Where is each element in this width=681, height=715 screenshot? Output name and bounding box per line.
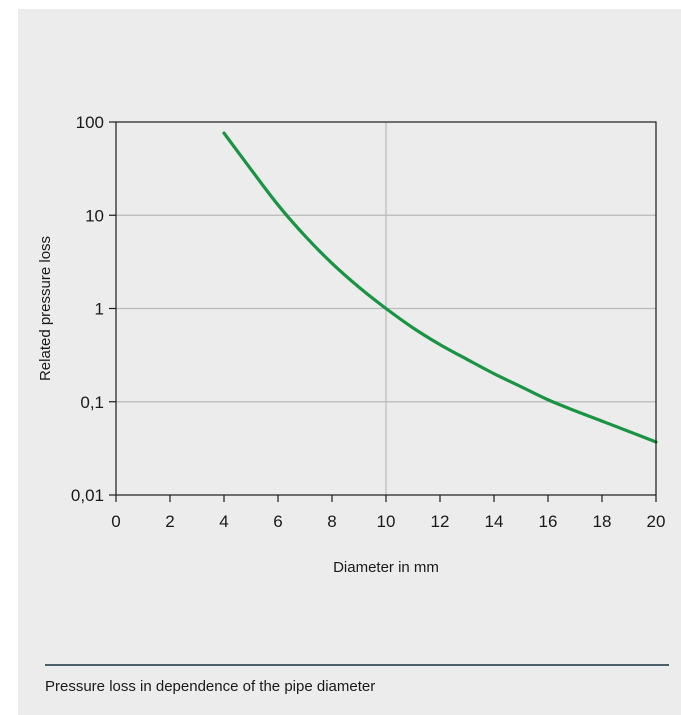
x-tick-label-6: 12: [431, 512, 450, 531]
x-tick-label-8: 16: [539, 512, 558, 531]
x-tick-label-0: 0: [111, 512, 120, 531]
x-tick-label-9: 18: [593, 512, 612, 531]
y-tick-label-0: 0,01: [71, 486, 104, 505]
x-tick-label-1: 2: [165, 512, 174, 531]
figure-caption: Pressure loss in dependence of the pipe …: [45, 678, 376, 695]
y-tick-label-3: 10: [85, 206, 104, 225]
y-tick-label-4: 100: [76, 113, 104, 132]
x-tick-label-5: 10: [377, 512, 396, 531]
y-tick-label-2: 1: [95, 300, 104, 319]
x-tick-label-7: 14: [485, 512, 504, 531]
series-line-0: [222, 131, 658, 444]
x-tick-label-10: 20: [647, 512, 666, 531]
tick-labels: 0 2 4 6 8 10 12 14 16 18 20 0,01 0,1 1 10 100: [71, 113, 666, 531]
x-tick-label-4: 8: [327, 512, 336, 531]
figure-panel: [18, 9, 681, 715]
caption-divider: [45, 664, 669, 666]
y-axis-label: Related pressure loss: [37, 236, 54, 381]
y-tick-label-1: 0,1: [80, 393, 104, 412]
pressure-loss-chart: 0 2 4 6 8 10 12 14 16 18 20 0,01 0,1 1 10 100 Diameter …: [37, 113, 666, 576]
x-tick-label-2: 4: [219, 512, 228, 531]
x-axis-label: Diameter in mm: [333, 559, 439, 576]
x-tick-label-3: 6: [273, 512, 282, 531]
series-layer: [222, 131, 658, 444]
